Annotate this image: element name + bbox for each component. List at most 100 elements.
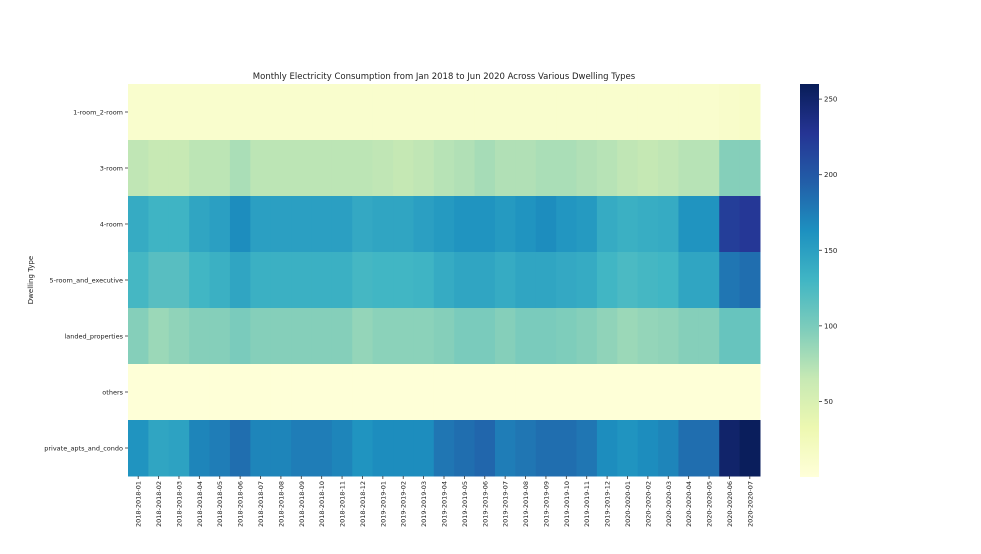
heatmap-cell [515, 140, 537, 197]
heatmap-cell [352, 252, 374, 309]
heatmap-cell [393, 140, 414, 197]
heatmap-cell [515, 84, 537, 141]
heatmap-cell [331, 308, 353, 365]
x-tick-label: 2020-2020-06 [726, 481, 734, 527]
heatmap-cell [148, 308, 170, 365]
heatmap-cell [209, 84, 231, 141]
heatmap-cell [454, 196, 476, 253]
heatmap-cell [698, 364, 720, 421]
heatmap-cell [678, 252, 700, 309]
heatmap-cell [128, 364, 149, 421]
x-tick-label: 2018-2018-02 [155, 481, 163, 527]
heatmap-cell [189, 252, 211, 309]
heatmap-cell [291, 308, 312, 365]
heatmap-cell [678, 140, 700, 197]
x-tick-label: 2018-2018-10 [318, 481, 326, 527]
heatmap-cell [719, 140, 741, 197]
heatmap-cell [270, 84, 292, 141]
heatmap-cell [494, 196, 516, 253]
y-tick-labels: 1-room_2-room 3-room 4-room 5-room_and_exec… [44, 109, 128, 453]
heatmap-cell [719, 84, 741, 141]
heatmap-cell [168, 196, 190, 253]
x-tick-label: 2020-2020-07 [746, 481, 754, 527]
heatmap-cell [148, 364, 170, 421]
heatmap-cell [291, 364, 312, 421]
heatmap-cell [311, 140, 333, 197]
x-tick-label: 2018-2018-12 [359, 481, 367, 527]
heatmap-cell [393, 420, 414, 477]
x-tick-label: 2020-2020-02 [644, 481, 652, 527]
heatmap-cell [596, 420, 618, 477]
heatmap-cell [372, 308, 394, 365]
heatmap-cell [535, 84, 557, 141]
heatmap-cell [352, 308, 374, 365]
heatmap-cell [678, 196, 700, 253]
y-tick-label: landed_properties [64, 333, 123, 341]
heatmap-cell [311, 308, 333, 365]
heatmap-cell [433, 140, 455, 197]
heatmap-cell [209, 364, 231, 421]
heatmap-cell [658, 420, 679, 477]
heatmap-cell [739, 140, 761, 197]
y-axis-label: Dwelling Type [27, 256, 35, 304]
heatmap-cell [229, 140, 251, 197]
heatmap-cell [331, 140, 353, 197]
heatmap-cell [556, 364, 578, 421]
heatmap-cell [393, 196, 414, 253]
y-tick-label: 5-room_and_executive [50, 277, 123, 285]
heatmap-cell [352, 196, 374, 253]
heatmap-cell [331, 84, 353, 141]
heatmap-cell [270, 196, 292, 253]
heatmap-cell [658, 364, 679, 421]
heatmap-cell [658, 84, 679, 141]
heatmap-cell [454, 364, 476, 421]
heatmap-cell [209, 140, 231, 197]
heatmap-cell [474, 140, 496, 197]
heatmap-cell [556, 196, 578, 253]
heatmap-cell [698, 140, 720, 197]
heatmap-cell [413, 84, 435, 141]
heatmap-cell [413, 252, 435, 309]
heatmap-cell [739, 364, 761, 421]
heatmap-cell [229, 420, 251, 477]
heatmap-cell [474, 364, 496, 421]
heatmap-cell [250, 420, 272, 477]
heatmap-cell [515, 196, 537, 253]
heatmap-cell [433, 364, 455, 421]
heatmap-cell [596, 140, 618, 197]
heatmap-cell [393, 308, 414, 365]
x-tick-label: 2019-2019-05 [461, 481, 469, 527]
heatmap-cell [331, 420, 353, 477]
heatmap-cell [678, 364, 700, 421]
heatmap-cell [678, 308, 700, 365]
heatmap-cell [229, 196, 251, 253]
heatmap-cell [637, 140, 659, 197]
y-tick-label: 3-room [100, 165, 123, 173]
heatmap-cell [454, 84, 476, 141]
heatmap-cell [637, 196, 659, 253]
heatmap-cell [678, 84, 700, 141]
heatmap-cell [494, 252, 516, 309]
heatmap-cell [189, 84, 211, 141]
heatmap-cell [250, 252, 272, 309]
heatmap-cell [515, 308, 537, 365]
heatmap-cell [637, 252, 659, 309]
y-tick-label: private_apts_and_condo [44, 445, 123, 453]
heatmap-cell [515, 252, 537, 309]
heatmap-cell [209, 252, 231, 309]
heatmap-cell [168, 364, 190, 421]
heatmap-cell [637, 84, 659, 141]
heatmap-cell [209, 196, 231, 253]
heatmap-cell [148, 420, 170, 477]
heatmap-cell [229, 364, 251, 421]
heatmap-cell [698, 196, 720, 253]
heatmap-cell [189, 140, 211, 197]
heatmap-cell [494, 364, 516, 421]
heatmap-cell [352, 84, 374, 141]
heatmap-cell [189, 364, 211, 421]
heatmap-cell [556, 140, 578, 197]
heatmap-cell [250, 308, 272, 365]
x-tick-label: 2019-2019-10 [563, 481, 571, 527]
y-tick-label: 4-room [100, 221, 123, 229]
x-tick-label: 2019-2019-07 [502, 481, 510, 527]
